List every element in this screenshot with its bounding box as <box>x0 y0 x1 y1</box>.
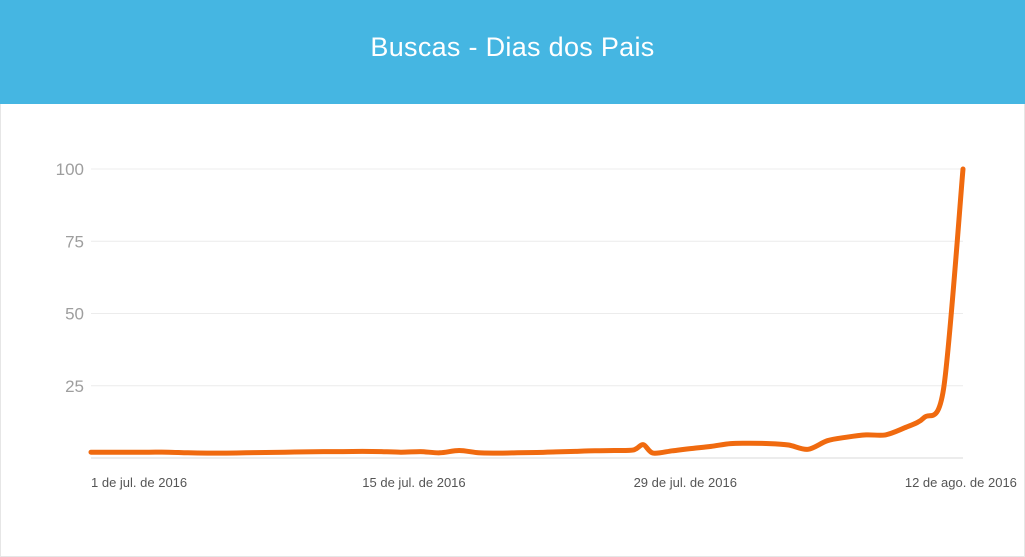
x-tick-label-1: 15 de jul. de 2016 <box>362 475 465 490</box>
chart-header: Buscas - Dias dos Pais <box>0 0 1025 104</box>
x-tick-label-2: 29 de jul. de 2016 <box>634 475 737 490</box>
x-tick-label-0: 1 de jul. de 2016 <box>91 475 187 490</box>
y-tick-label-25: 25 <box>65 377 84 396</box>
y-tick-label-100: 100 <box>56 160 84 179</box>
x-tick-label-3: 12 de ago. de 2016 <box>905 475 1017 490</box>
series-line-0 <box>88 166 966 456</box>
chart-title: Buscas - Dias dos Pais <box>370 31 655 62</box>
y-tick-label-50: 50 <box>65 305 84 324</box>
y-tick-label-75: 75 <box>65 232 84 251</box>
